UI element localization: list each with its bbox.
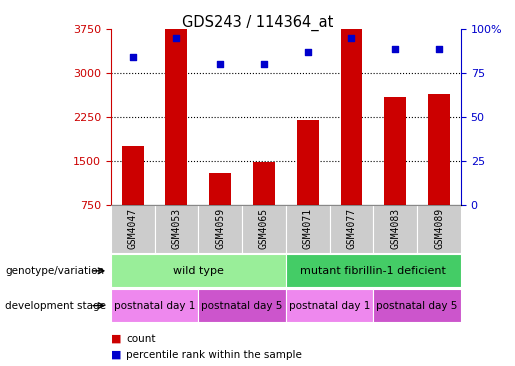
Text: GSM4059: GSM4059 bbox=[215, 208, 225, 249]
Bar bbox=[111, 205, 154, 253]
Point bbox=[216, 61, 224, 67]
Text: postnatal day 1: postnatal day 1 bbox=[289, 300, 370, 311]
Bar bbox=[373, 289, 461, 322]
Bar bbox=[384, 97, 406, 205]
Text: postnatal day 1: postnatal day 1 bbox=[114, 300, 195, 311]
Bar bbox=[417, 205, 461, 253]
Text: percentile rank within the sample: percentile rank within the sample bbox=[126, 350, 302, 360]
Bar bbox=[198, 205, 242, 253]
Text: postnatal day 5: postnatal day 5 bbox=[376, 300, 458, 311]
Bar bbox=[122, 146, 144, 205]
Point bbox=[391, 46, 400, 52]
Bar bbox=[286, 205, 330, 253]
Text: GSM4047: GSM4047 bbox=[128, 208, 138, 249]
Text: GSM4077: GSM4077 bbox=[347, 208, 356, 249]
Text: genotype/variation: genotype/variation bbox=[5, 266, 104, 276]
Bar bbox=[209, 173, 231, 205]
Point bbox=[172, 35, 180, 41]
Text: count: count bbox=[126, 333, 156, 344]
Text: ■: ■ bbox=[111, 350, 121, 360]
Point bbox=[435, 46, 443, 52]
Bar bbox=[340, 29, 363, 205]
Point bbox=[260, 61, 268, 67]
Text: postnatal day 5: postnatal day 5 bbox=[201, 300, 283, 311]
Text: GSM4065: GSM4065 bbox=[259, 208, 269, 249]
Bar bbox=[154, 205, 198, 253]
Bar bbox=[111, 289, 198, 322]
Bar bbox=[253, 162, 275, 205]
Bar bbox=[330, 205, 373, 253]
Text: mutant fibrillin-1 deficient: mutant fibrillin-1 deficient bbox=[300, 266, 447, 276]
Point bbox=[303, 49, 312, 55]
Point bbox=[128, 55, 136, 60]
Text: development stage: development stage bbox=[5, 300, 106, 311]
Bar bbox=[198, 289, 286, 322]
Bar bbox=[242, 205, 286, 253]
Text: GDS243 / 114364_at: GDS243 / 114364_at bbox=[182, 15, 333, 31]
Text: GSM4071: GSM4071 bbox=[303, 208, 313, 249]
Bar bbox=[286, 254, 461, 287]
Bar bbox=[373, 205, 417, 253]
Bar bbox=[286, 289, 373, 322]
Text: ■: ■ bbox=[111, 333, 121, 344]
Point bbox=[347, 35, 355, 41]
Bar bbox=[428, 94, 450, 205]
Bar bbox=[111, 254, 286, 287]
Text: GSM4053: GSM4053 bbox=[171, 208, 181, 249]
Text: GSM4089: GSM4089 bbox=[434, 208, 444, 249]
Text: wild type: wild type bbox=[173, 266, 224, 276]
Bar bbox=[297, 120, 319, 205]
Text: GSM4083: GSM4083 bbox=[390, 208, 400, 249]
Bar bbox=[165, 29, 187, 205]
